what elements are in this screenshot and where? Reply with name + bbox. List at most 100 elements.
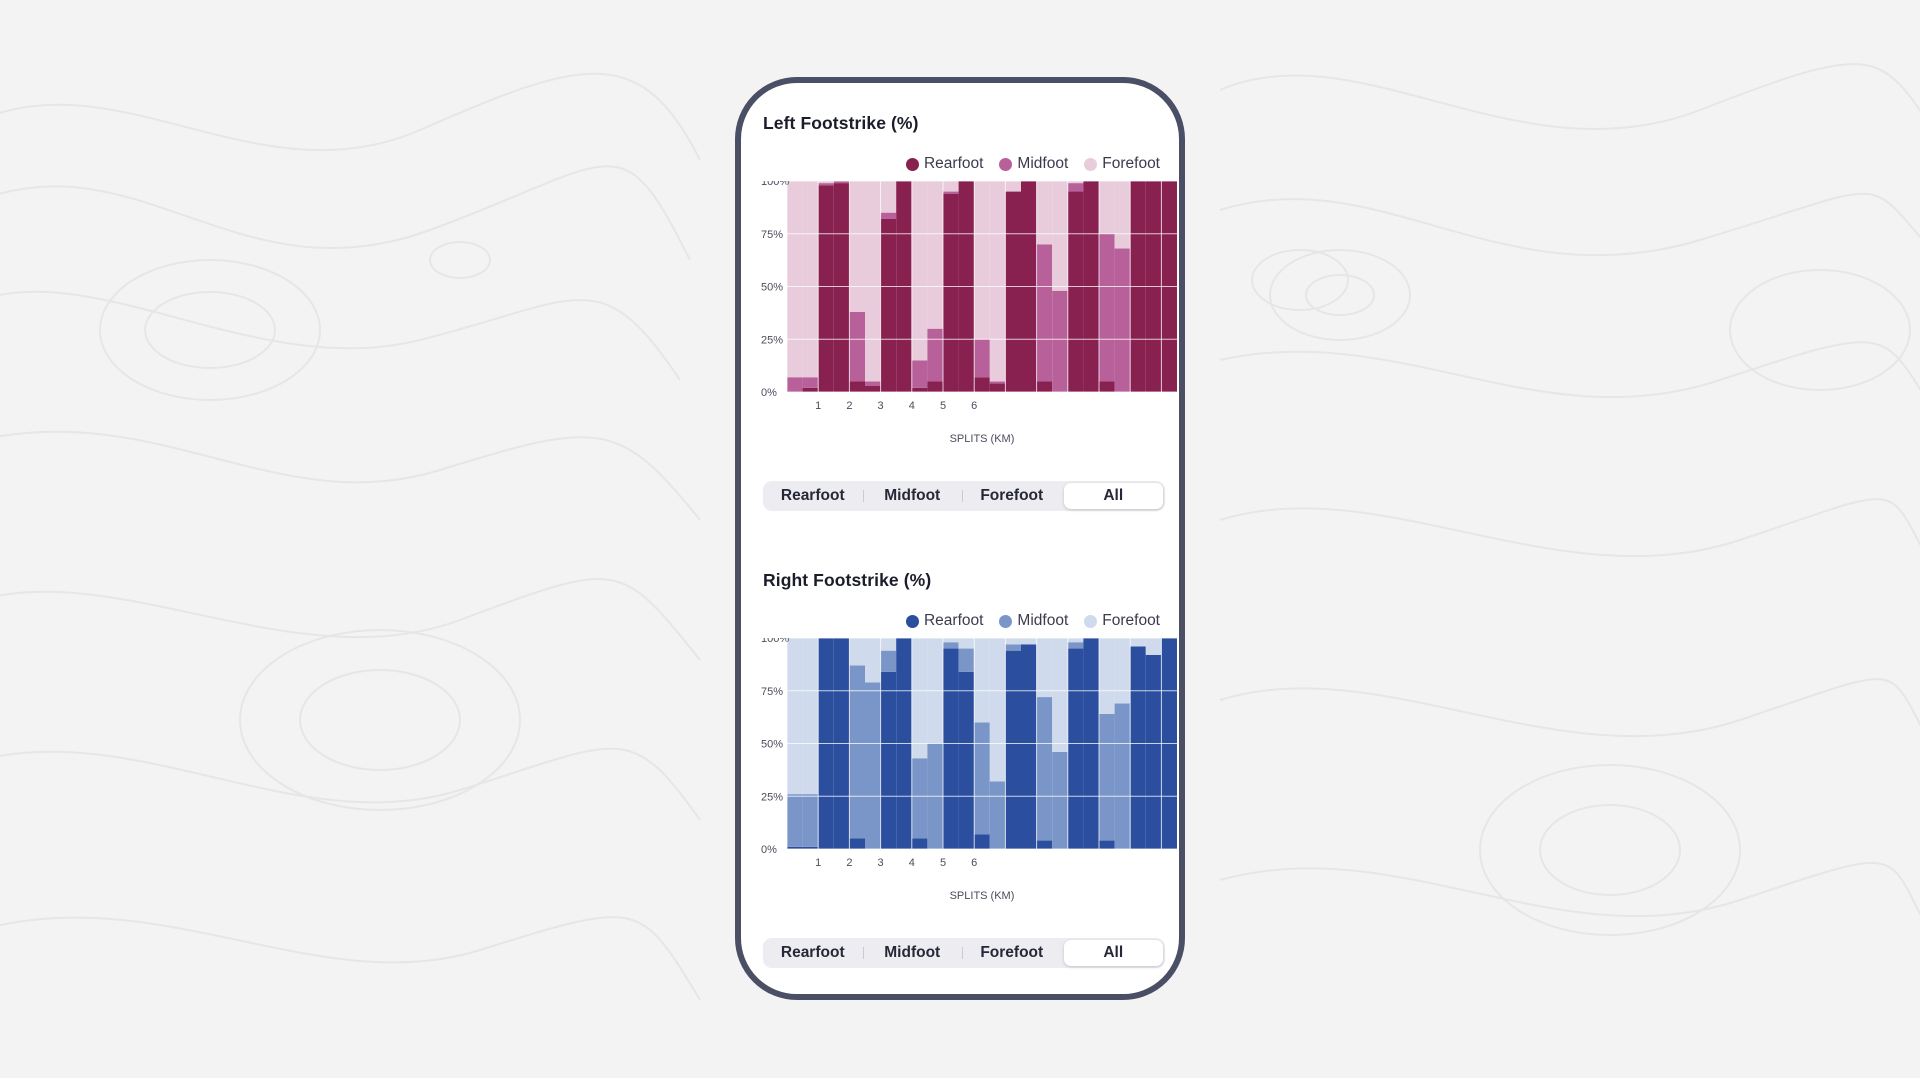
bar-forefoot [1021, 638, 1037, 645]
bar-forefoot [1052, 181, 1068, 291]
x-tick-label: 5 [940, 400, 946, 412]
filter-forefoot-button[interactable]: Forefoot [962, 938, 1062, 968]
bar-midfoot [833, 181, 850, 184]
filter-all-button[interactable]: All [1063, 940, 1163, 966]
bar-forefoot [1114, 638, 1131, 704]
bar-forefoot [849, 181, 865, 312]
legend-item-forefoot: Forefoot [1084, 155, 1160, 173]
bar-forefoot [1114, 181, 1131, 249]
phone-frame: Left Footstrike (%) Rearfoot Midfoot For… [735, 77, 1185, 1000]
bar-forefoot [849, 638, 865, 666]
legend-item-midfoot: Midfoot [999, 155, 1068, 173]
bar-rearfoot [865, 385, 881, 392]
legend-label: Midfoot [1017, 612, 1069, 629]
bar-forefoot [911, 181, 928, 361]
bar-rearfoot [1067, 191, 1084, 392]
bar-rearfoot [880, 218, 897, 392]
bar-forefoot [818, 181, 834, 184]
filter-all-button[interactable]: All [1063, 483, 1163, 509]
bar-rearfoot [802, 387, 819, 392]
bar-midfoot [989, 781, 1006, 849]
bar-forefoot [958, 638, 975, 649]
x-tick-label: 4 [909, 857, 915, 869]
bar-rearfoot [1036, 381, 1053, 392]
x-tick-label: 4 [909, 400, 915, 412]
bar-rearfoot [1067, 648, 1084, 849]
right-footstrike-chart: 0% 25% 50% 75% 100% 1 2 3 4 5 6 SPLITS (KM) [761, 638, 1177, 902]
bar-rearfoot [943, 648, 959, 849]
filter-midfoot-button[interactable]: Midfoot [862, 481, 963, 511]
x-tick-label: 1 [815, 400, 821, 412]
legend-item-rearfoot: Rearfoot [905, 155, 983, 173]
bar-midfoot [927, 328, 943, 382]
x-tick-label: 3 [878, 857, 884, 869]
y-tick-label: 0% [761, 844, 777, 856]
x-tick-label: 5 [940, 857, 946, 869]
bar-midfoot [880, 650, 897, 672]
legend-swatch-midfoot [999, 614, 1013, 628]
bar-rearfoot [1036, 840, 1053, 849]
bar-forefoot [974, 638, 990, 723]
bar-rearfoot [1099, 840, 1115, 849]
legend-label: Rearfoot [923, 612, 984, 629]
bar-rearfoot [849, 838, 865, 849]
bar-rearfoot [927, 381, 943, 392]
legend-item-midfoot: Midfoot [999, 612, 1068, 630]
bar-midfoot [1099, 713, 1115, 841]
bar-midfoot [1067, 183, 1084, 192]
bar-rearfoot [880, 671, 897, 849]
bar-forefoot [1005, 181, 1021, 192]
bar-midfoot [943, 191, 959, 194]
bar-midfoot [1005, 644, 1021, 651]
bar-rearfoot [802, 846, 819, 849]
y-tick-label: 75% [761, 686, 783, 698]
bar-forefoot [1067, 181, 1084, 184]
bar-rearfoot [974, 377, 990, 392]
x-tick-label: 6 [971, 857, 977, 869]
bar-rearfoot [943, 193, 959, 392]
bar-midfoot [1067, 642, 1084, 649]
bar-forefoot [880, 638, 897, 651]
bar-rearfoot [958, 671, 975, 849]
y-tick-label: 50% [761, 739, 783, 751]
bar-forefoot [802, 181, 819, 378]
bar-rearfoot [849, 381, 865, 392]
bar-forefoot [1099, 638, 1115, 714]
bar-forefoot [787, 638, 803, 795]
x-tick-label: 3 [878, 400, 884, 412]
bar-rearfoot [911, 387, 928, 392]
bar-forefoot [1099, 181, 1115, 234]
bar-midfoot [958, 648, 975, 672]
bar-forefoot [1036, 638, 1053, 698]
bar-rearfoot [911, 838, 928, 849]
y-tick-label: 25% [761, 791, 783, 803]
legend-item-forefoot: Forefoot [1084, 612, 1160, 630]
bar-midfoot [818, 183, 834, 186]
bar-midfoot [1114, 703, 1131, 849]
y-tick-label: 50% [761, 282, 783, 294]
bar-midfoot [787, 377, 803, 392]
bar-forefoot [974, 181, 990, 340]
filter-forefoot-button[interactable]: Forefoot [962, 481, 1062, 511]
bar-forefoot [865, 638, 881, 683]
filter-segmented-control: Rearfoot Midfoot Forefoot All [763, 938, 1165, 968]
bar-rearfoot [974, 834, 990, 849]
legend-label: Forefoot [1102, 612, 1160, 629]
bar-rearfoot [818, 185, 834, 392]
y-tick-label: 0% [761, 387, 777, 399]
left-footstrike-chart: 0% 25% 50% 75% 100% 1 2 3 4 5 6 SPLITS (KM) [761, 181, 1177, 445]
filter-rearfoot-button[interactable]: Rearfoot [780, 944, 845, 961]
bar-rearfoot [1145, 654, 1162, 849]
filter-rearfoot-button[interactable]: Rearfoot [780, 487, 845, 504]
bar-rearfoot [833, 183, 850, 392]
bar-midfoot [1036, 697, 1053, 841]
bar-forefoot [1036, 181, 1053, 245]
bar-forefoot [927, 181, 943, 329]
x-tick-label: 2 [846, 400, 852, 412]
bar-forefoot [911, 638, 928, 759]
chart-title: Right Footstrike (%) [763, 570, 932, 590]
bar-rearfoot [1099, 381, 1115, 392]
chart-legend: Rearfoot Midfoot Forefoot [905, 612, 1160, 630]
bar-forefoot [865, 181, 881, 382]
filter-midfoot-button[interactable]: Midfoot [862, 938, 963, 968]
